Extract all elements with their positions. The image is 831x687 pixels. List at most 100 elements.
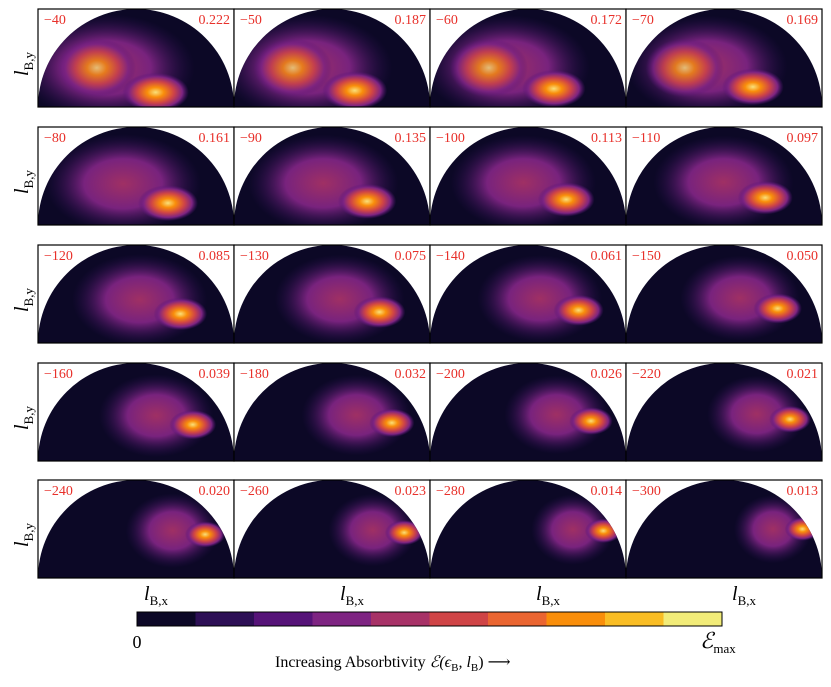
colorbar-segment [663, 612, 723, 626]
colorbar-min: 0 [133, 632, 142, 652]
colorbar-segment [254, 612, 313, 626]
contours [733, 494, 821, 564]
contour-peak [553, 294, 604, 326]
colorbar-frame [136, 611, 723, 627]
caption-text: Increasing Absorbtivity [275, 654, 430, 671]
contours [328, 493, 424, 567]
max-label: 0.085 [199, 249, 231, 264]
x-axis-label: lB,x [144, 583, 168, 608]
energy-label: −70 [632, 13, 654, 28]
colorbar-max: ℰmax [700, 628, 736, 656]
contour-region [531, 494, 615, 565]
energy-label: −40 [44, 13, 66, 28]
caption-math: ) ⟶ [478, 654, 510, 671]
colorbar-segment [137, 612, 196, 626]
contours [477, 255, 604, 343]
panel: −150 0.050 [625, 244, 823, 344]
contour-peak [57, 38, 136, 98]
colorbar-segment [488, 612, 547, 626]
contour-peak [449, 38, 528, 98]
panel: −200 0.026 [429, 362, 627, 462]
label-sub: B,y [21, 523, 36, 542]
contour-region [328, 493, 418, 567]
label-base: l [11, 541, 33, 547]
energy-label: −260 [240, 484, 269, 499]
label-base: l [11, 306, 33, 312]
y-axis-label: lB,y [11, 170, 36, 194]
y-axis-label: lB,y [11, 523, 36, 547]
max-label: 0.061 [591, 249, 623, 264]
label-base: l [11, 188, 33, 194]
energy-label: −50 [240, 13, 262, 28]
energy-label: −220 [632, 367, 661, 382]
panel: −50 0.187 [233, 8, 431, 108]
contours [706, 375, 811, 453]
label-base: l [11, 424, 33, 430]
caption-math: ℰ(ϵ [430, 654, 452, 671]
max-label: 0.222 [199, 13, 231, 28]
colorbar-segment [371, 612, 430, 626]
contour-peak [722, 68, 784, 106]
contour-peak [169, 409, 217, 440]
panel: −300 0.013 [625, 479, 823, 579]
caption-sub: B [471, 662, 478, 674]
max-label: 0.021 [787, 367, 819, 382]
contour-peak [522, 69, 586, 107]
energy-label: −180 [240, 367, 269, 382]
contour-peak [185, 521, 226, 548]
label-sub: B,x [150, 593, 169, 608]
contours [125, 493, 226, 568]
panel-frame [625, 126, 823, 226]
max-label: 0.013 [787, 484, 819, 499]
contour-peak [769, 405, 811, 433]
max-label: 0.172 [591, 13, 623, 28]
y-axis-label: lB,y [11, 288, 36, 312]
panel: −90 0.135 [233, 126, 431, 226]
panel: −240 0.020 [37, 479, 235, 579]
energy-label: −60 [436, 13, 458, 28]
contour-peak [369, 408, 415, 438]
energy-label: −200 [436, 367, 465, 382]
energy-label: −90 [240, 131, 262, 146]
contour-peak [353, 296, 406, 328]
max-label: 0.026 [591, 367, 623, 382]
caption-sub: B [451, 662, 458, 674]
caption-math: , l [458, 654, 471, 671]
max-label: 0.075 [395, 249, 427, 264]
contours [301, 374, 415, 456]
contour-peak [753, 293, 802, 324]
energy-label: −160 [44, 367, 73, 382]
panel-frame [625, 479, 823, 579]
energy-label: −110 [632, 131, 660, 146]
panel: −100 0.113 [429, 126, 627, 226]
contours [45, 133, 201, 225]
label-sub: B,y [21, 170, 36, 189]
panel: −160 0.039 [37, 362, 235, 462]
panel-frame [625, 362, 823, 462]
y-axis-label: lB,y [11, 406, 36, 430]
max-label: 0.020 [199, 484, 231, 499]
max-label: 0.113 [591, 131, 622, 146]
panel: −280 0.014 [429, 479, 627, 579]
max-base: ℰ [700, 628, 716, 653]
label-sub: B,y [21, 52, 36, 71]
label-sub: B,x [346, 593, 365, 608]
contour-region [125, 493, 220, 568]
panel: −130 0.075 [233, 244, 431, 344]
contours [274, 254, 406, 343]
contour-region [733, 494, 813, 564]
contour-peak [537, 182, 595, 217]
panel-frame [625, 8, 823, 108]
panel: −260 0.023 [233, 479, 431, 579]
x-axis-label: lB,x [536, 583, 560, 608]
label-sub: B,y [21, 406, 36, 425]
max-label: 0.050 [787, 249, 819, 264]
panel: −180 0.032 [233, 362, 431, 462]
contour-region [706, 375, 807, 453]
contour-peak [337, 183, 397, 219]
contours [247, 134, 399, 225]
contours [653, 135, 794, 225]
label-base: l [732, 583, 738, 605]
contours [234, 14, 393, 107]
contour-peak [153, 297, 208, 331]
